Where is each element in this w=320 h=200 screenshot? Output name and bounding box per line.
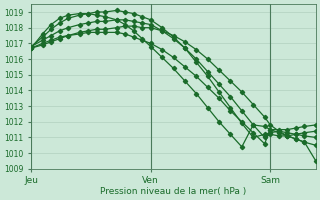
- X-axis label: Pression niveau de la mer( hPa ): Pression niveau de la mer( hPa ): [100, 187, 247, 196]
